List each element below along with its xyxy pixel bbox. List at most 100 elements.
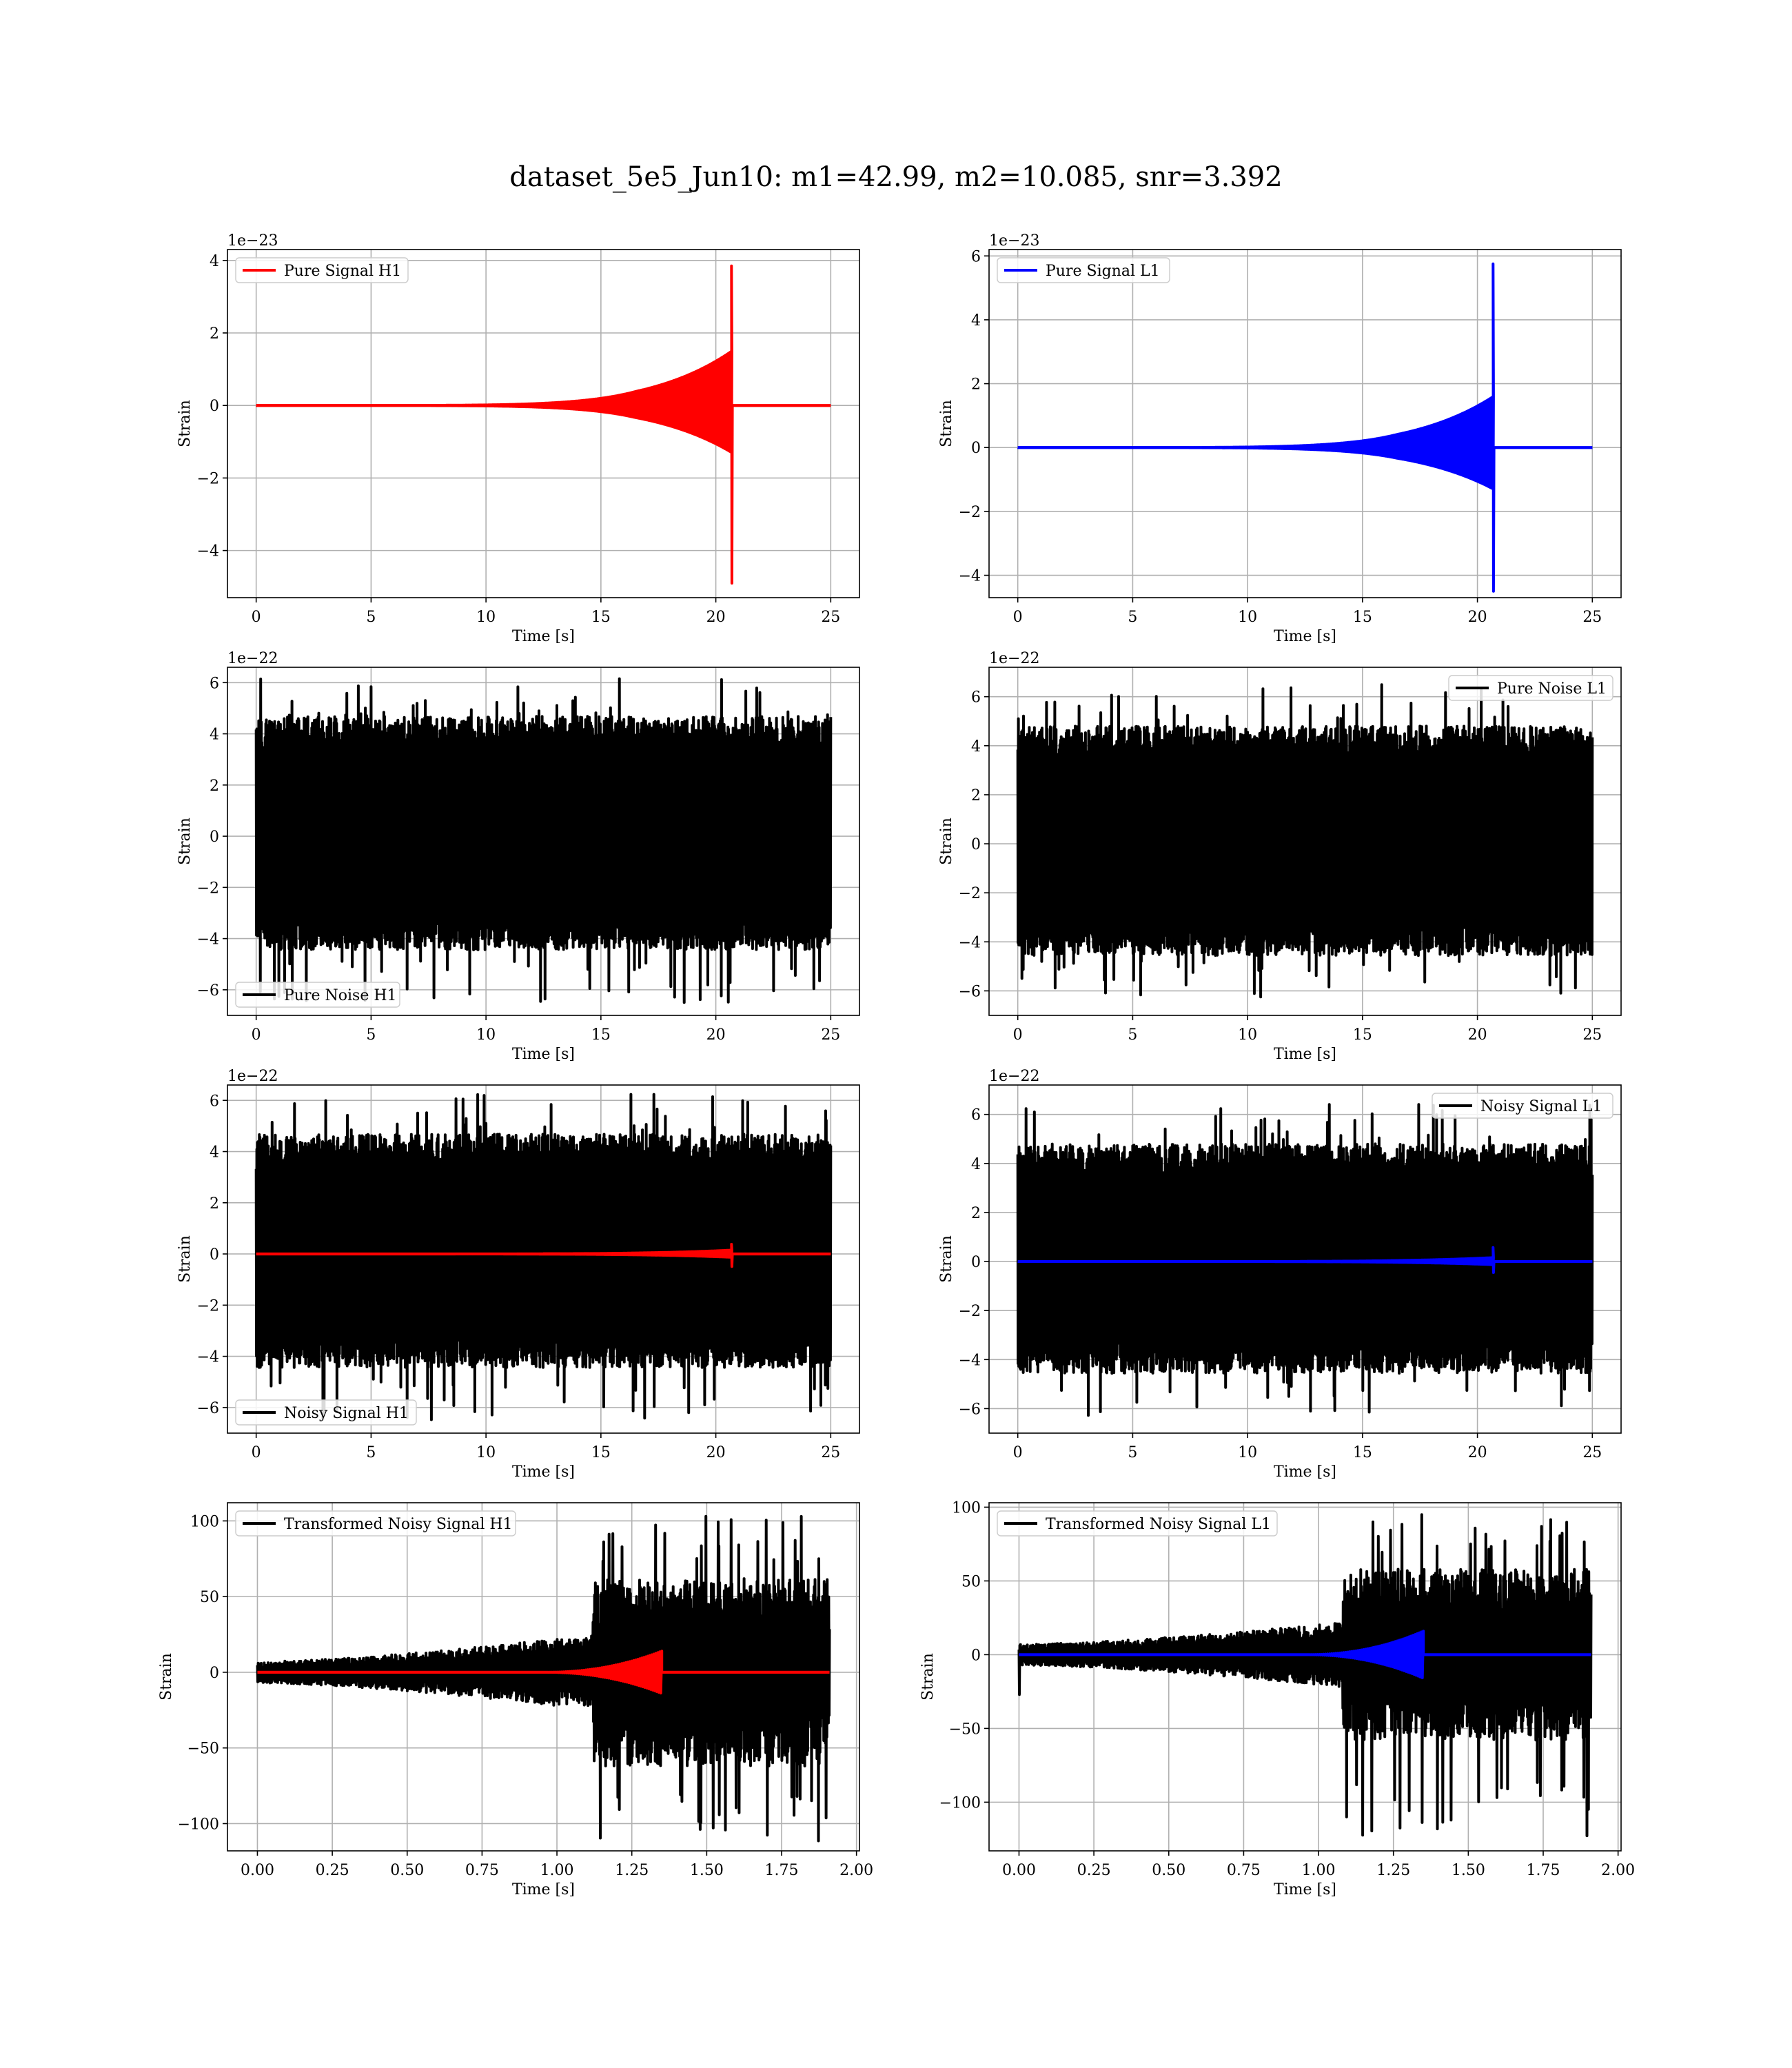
- legend-label: Noisy Signal L1: [1480, 1098, 1602, 1115]
- x-tick-label: 5: [1128, 1026, 1137, 1044]
- y-tick-label: −2: [197, 1297, 219, 1315]
- axes-frame: [988, 1084, 1622, 1434]
- x-tick-label: 2.00: [1601, 1862, 1635, 1879]
- x-tick-label: 10: [1238, 1026, 1257, 1044]
- x-tick-label: 20: [706, 1026, 726, 1044]
- legend-label: Pure Noise L1: [1497, 680, 1607, 698]
- y-tick-label: 0: [210, 829, 219, 846]
- x-axis-label: Time [s]: [512, 628, 575, 645]
- y-tick-label: 6: [210, 1093, 219, 1110]
- y-tick-label: −6: [197, 1400, 219, 1417]
- legend-box: [1448, 675, 1613, 701]
- y-tick-label: 50: [961, 1573, 981, 1590]
- axis-multiplier: 1e−23: [227, 232, 278, 250]
- legend: Pure Signal L1: [997, 257, 1170, 283]
- legend-box: [235, 982, 400, 1008]
- y-axis-label: Strain: [938, 1235, 955, 1283]
- axes-frame: [988, 249, 1622, 598]
- axis-multiplier: 1e−22: [227, 650, 278, 667]
- axes-frame: [227, 1502, 860, 1852]
- x-tick-label: 25: [821, 1444, 840, 1461]
- y-tick-label: 6: [971, 1107, 981, 1124]
- y-tick-label: −2: [959, 885, 981, 902]
- x-tick-label: 0.75: [1227, 1862, 1261, 1879]
- subplot-transformed-noisy-signal-l1: 0.00 0.25 0.50 0.75 1.00 1.25 1.50 1.75 2.00 −100…: [919, 1499, 1635, 1898]
- subplot-noisy-signal-l1: 0 5 10 15 20 25 −6 −4 −2 0 2 4 6 Time [s] Strain 1e−22 N…: [938, 1068, 1622, 1481]
- data-layer: [256, 1514, 831, 1843]
- data-layer: [254, 1093, 833, 1421]
- x-tick-label: 25: [1582, 1444, 1602, 1461]
- y-tick-label: −50: [187, 1741, 219, 1758]
- y-tick-label: −6: [959, 1401, 981, 1418]
- x-tick-label: 5: [1128, 609, 1137, 626]
- legend: Pure Signal H1: [235, 257, 409, 283]
- plot-area: [227, 250, 859, 598]
- y-tick-label: 0: [971, 440, 981, 457]
- axes-frame: [227, 249, 860, 598]
- x-tick-label: 25: [1582, 609, 1602, 626]
- legend-box: [997, 1510, 1278, 1537]
- x-tick-label: 10: [1238, 1444, 1257, 1461]
- x-tick-label: 20: [1468, 609, 1487, 626]
- legend-label: Noisy Signal H1: [284, 1405, 409, 1422]
- x-tick-label: 20: [1468, 1026, 1487, 1044]
- series-line-transformed-noisy-signal-h1: [256, 1514, 831, 1843]
- subplot-transformed-noisy-signal-h1: 0.00 0.25 0.50 0.75 1.00 1.25 1.50 1.75 2.00 −100…: [158, 1502, 873, 1898]
- y-tick-label: 4: [971, 738, 981, 756]
- x-tick-label: 1.75: [765, 1862, 799, 1879]
- legend-label: Transformed Noisy Signal L1: [1046, 1516, 1271, 1533]
- y-tick-label: 100: [952, 1499, 981, 1517]
- y-tick-label: 0: [210, 398, 219, 415]
- x-axis-label: Time [s]: [512, 1881, 575, 1898]
- x-tick-label: 0: [252, 1026, 261, 1044]
- x-tick-label: 0.25: [316, 1862, 349, 1879]
- legend: Pure Noise H1: [235, 982, 400, 1008]
- y-tick-label: −6: [959, 983, 981, 1000]
- x-axis-label: Time [s]: [1274, 628, 1336, 645]
- x-tick-label: 1.25: [1376, 1862, 1410, 1879]
- x-axis-label: Time [s]: [512, 1463, 575, 1481]
- x-tick-label: 0.00: [1002, 1862, 1036, 1879]
- y-tick-label: 6: [210, 675, 219, 692]
- x-tick-label: 25: [821, 609, 840, 626]
- x-tick-label: 15: [591, 1444, 611, 1461]
- x-tick-label: 10: [476, 1444, 496, 1461]
- subplot-pure-signal-l1: 0 5 10 15 20 25 −4 −2 0 2 4 6 Time [s] Strain 1e−23 Pur…: [938, 232, 1622, 645]
- axes-frame: [988, 667, 1622, 1016]
- y-tick-label: 0: [971, 1647, 981, 1664]
- y-tick-label: 2: [210, 325, 219, 343]
- y-axis-label: Strain: [938, 818, 955, 865]
- y-tick-label: −50: [949, 1721, 981, 1738]
- y-tick-label: 50: [200, 1589, 219, 1606]
- series-line-noisy-signal-l1: [1016, 1103, 1594, 1417]
- legend: Transformed Noisy Signal H1: [235, 1510, 516, 1537]
- plot-area: [989, 250, 1621, 598]
- y-tick-label: 6: [971, 689, 981, 707]
- x-tick-label: 1.00: [1302, 1862, 1336, 1879]
- x-tick-label: 1.00: [540, 1862, 574, 1879]
- data-layer: [254, 677, 833, 1004]
- y-tick-label: −6: [197, 982, 219, 1000]
- y-axis-label: Strain: [919, 1653, 937, 1701]
- y-tick-label: 4: [210, 1144, 219, 1162]
- y-tick-label: 2: [971, 376, 981, 394]
- x-tick-label: 0: [1013, 1026, 1023, 1044]
- figure-title: dataset_5e5_Jun10: m1=42.99, m2=10.085, …: [509, 161, 1282, 193]
- x-tick-label: 5: [366, 1026, 376, 1044]
- x-tick-label: 15: [591, 609, 611, 626]
- y-tick-label: 4: [210, 253, 219, 270]
- data-layer: [1017, 262, 1593, 593]
- legend: Noisy Signal L1: [1432, 1093, 1613, 1119]
- y-tick-label: 0: [210, 1246, 219, 1264]
- y-tick-label: 4: [210, 727, 219, 744]
- legend-box: [235, 1510, 516, 1537]
- y-axis-label: Strain: [176, 1235, 194, 1283]
- y-tick-label: 2: [971, 787, 981, 804]
- y-tick-label: 100: [190, 1513, 219, 1530]
- x-tick-label: 15: [1353, 1444, 1372, 1461]
- x-tick-label: 10: [476, 1026, 496, 1044]
- y-tick-label: 6: [971, 248, 981, 265]
- y-tick-label: 0: [210, 1665, 219, 1682]
- y-tick-label: 2: [210, 778, 219, 795]
